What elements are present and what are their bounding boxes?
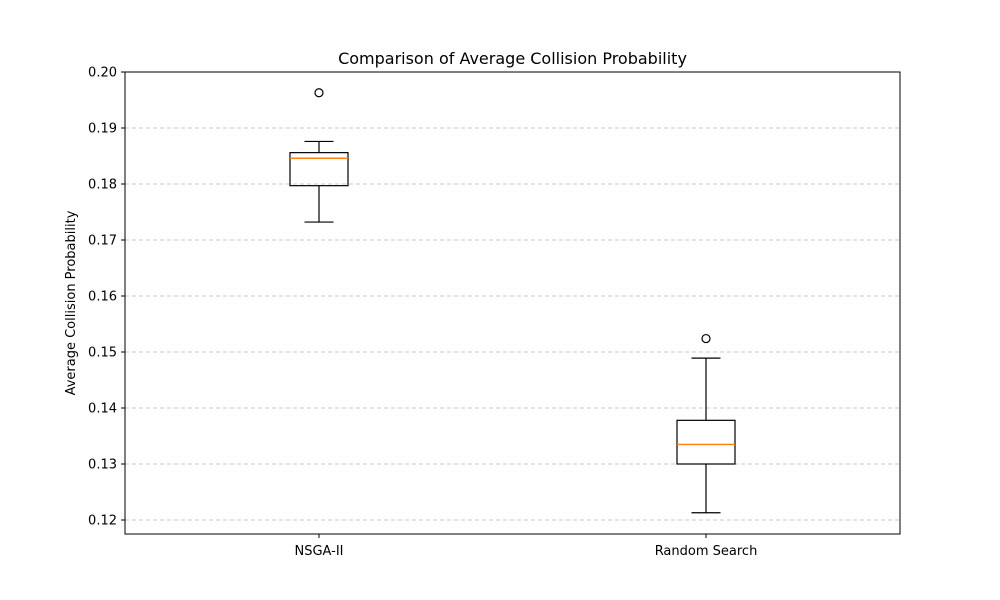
iqr-box bbox=[289, 152, 349, 187]
y-tick-label: 0.16 bbox=[88, 290, 117, 305]
x-tick-label: NSGA-II bbox=[294, 544, 343, 559]
y-tick-label: 0.15 bbox=[88, 346, 117, 361]
y-tick-label: 0.12 bbox=[88, 514, 117, 529]
y-tick-label: 0.14 bbox=[88, 402, 117, 417]
y-axis-label: Average Collision Probability bbox=[64, 210, 79, 395]
y-tick-label: 0.17 bbox=[88, 234, 117, 249]
outlier-point bbox=[701, 333, 711, 344]
plot-frame bbox=[124, 71, 901, 535]
outlier-point bbox=[314, 88, 324, 98]
y-tick-label: 0.13 bbox=[88, 458, 117, 473]
grid-lines bbox=[125, 127, 900, 521]
y-axis-ticks: 0.12 0.13 0.14 0.15 0.16 0.17 0.18 0.19 0.20 bbox=[88, 66, 125, 529]
box-group bbox=[289, 88, 349, 223]
box-group bbox=[676, 333, 736, 514]
iqr-box bbox=[676, 419, 736, 465]
y-tick-label: 0.19 bbox=[88, 122, 117, 137]
y-tick-label: 0.20 bbox=[88, 66, 117, 81]
y-tick-label: 0.18 bbox=[88, 178, 117, 193]
box-series bbox=[289, 88, 736, 514]
x-axis-ticks: NSGA-II Random Search bbox=[294, 534, 757, 559]
x-tick-label: Random Search bbox=[655, 544, 758, 559]
chart-title: Comparison of Average Collision Probabil… bbox=[338, 49, 687, 68]
